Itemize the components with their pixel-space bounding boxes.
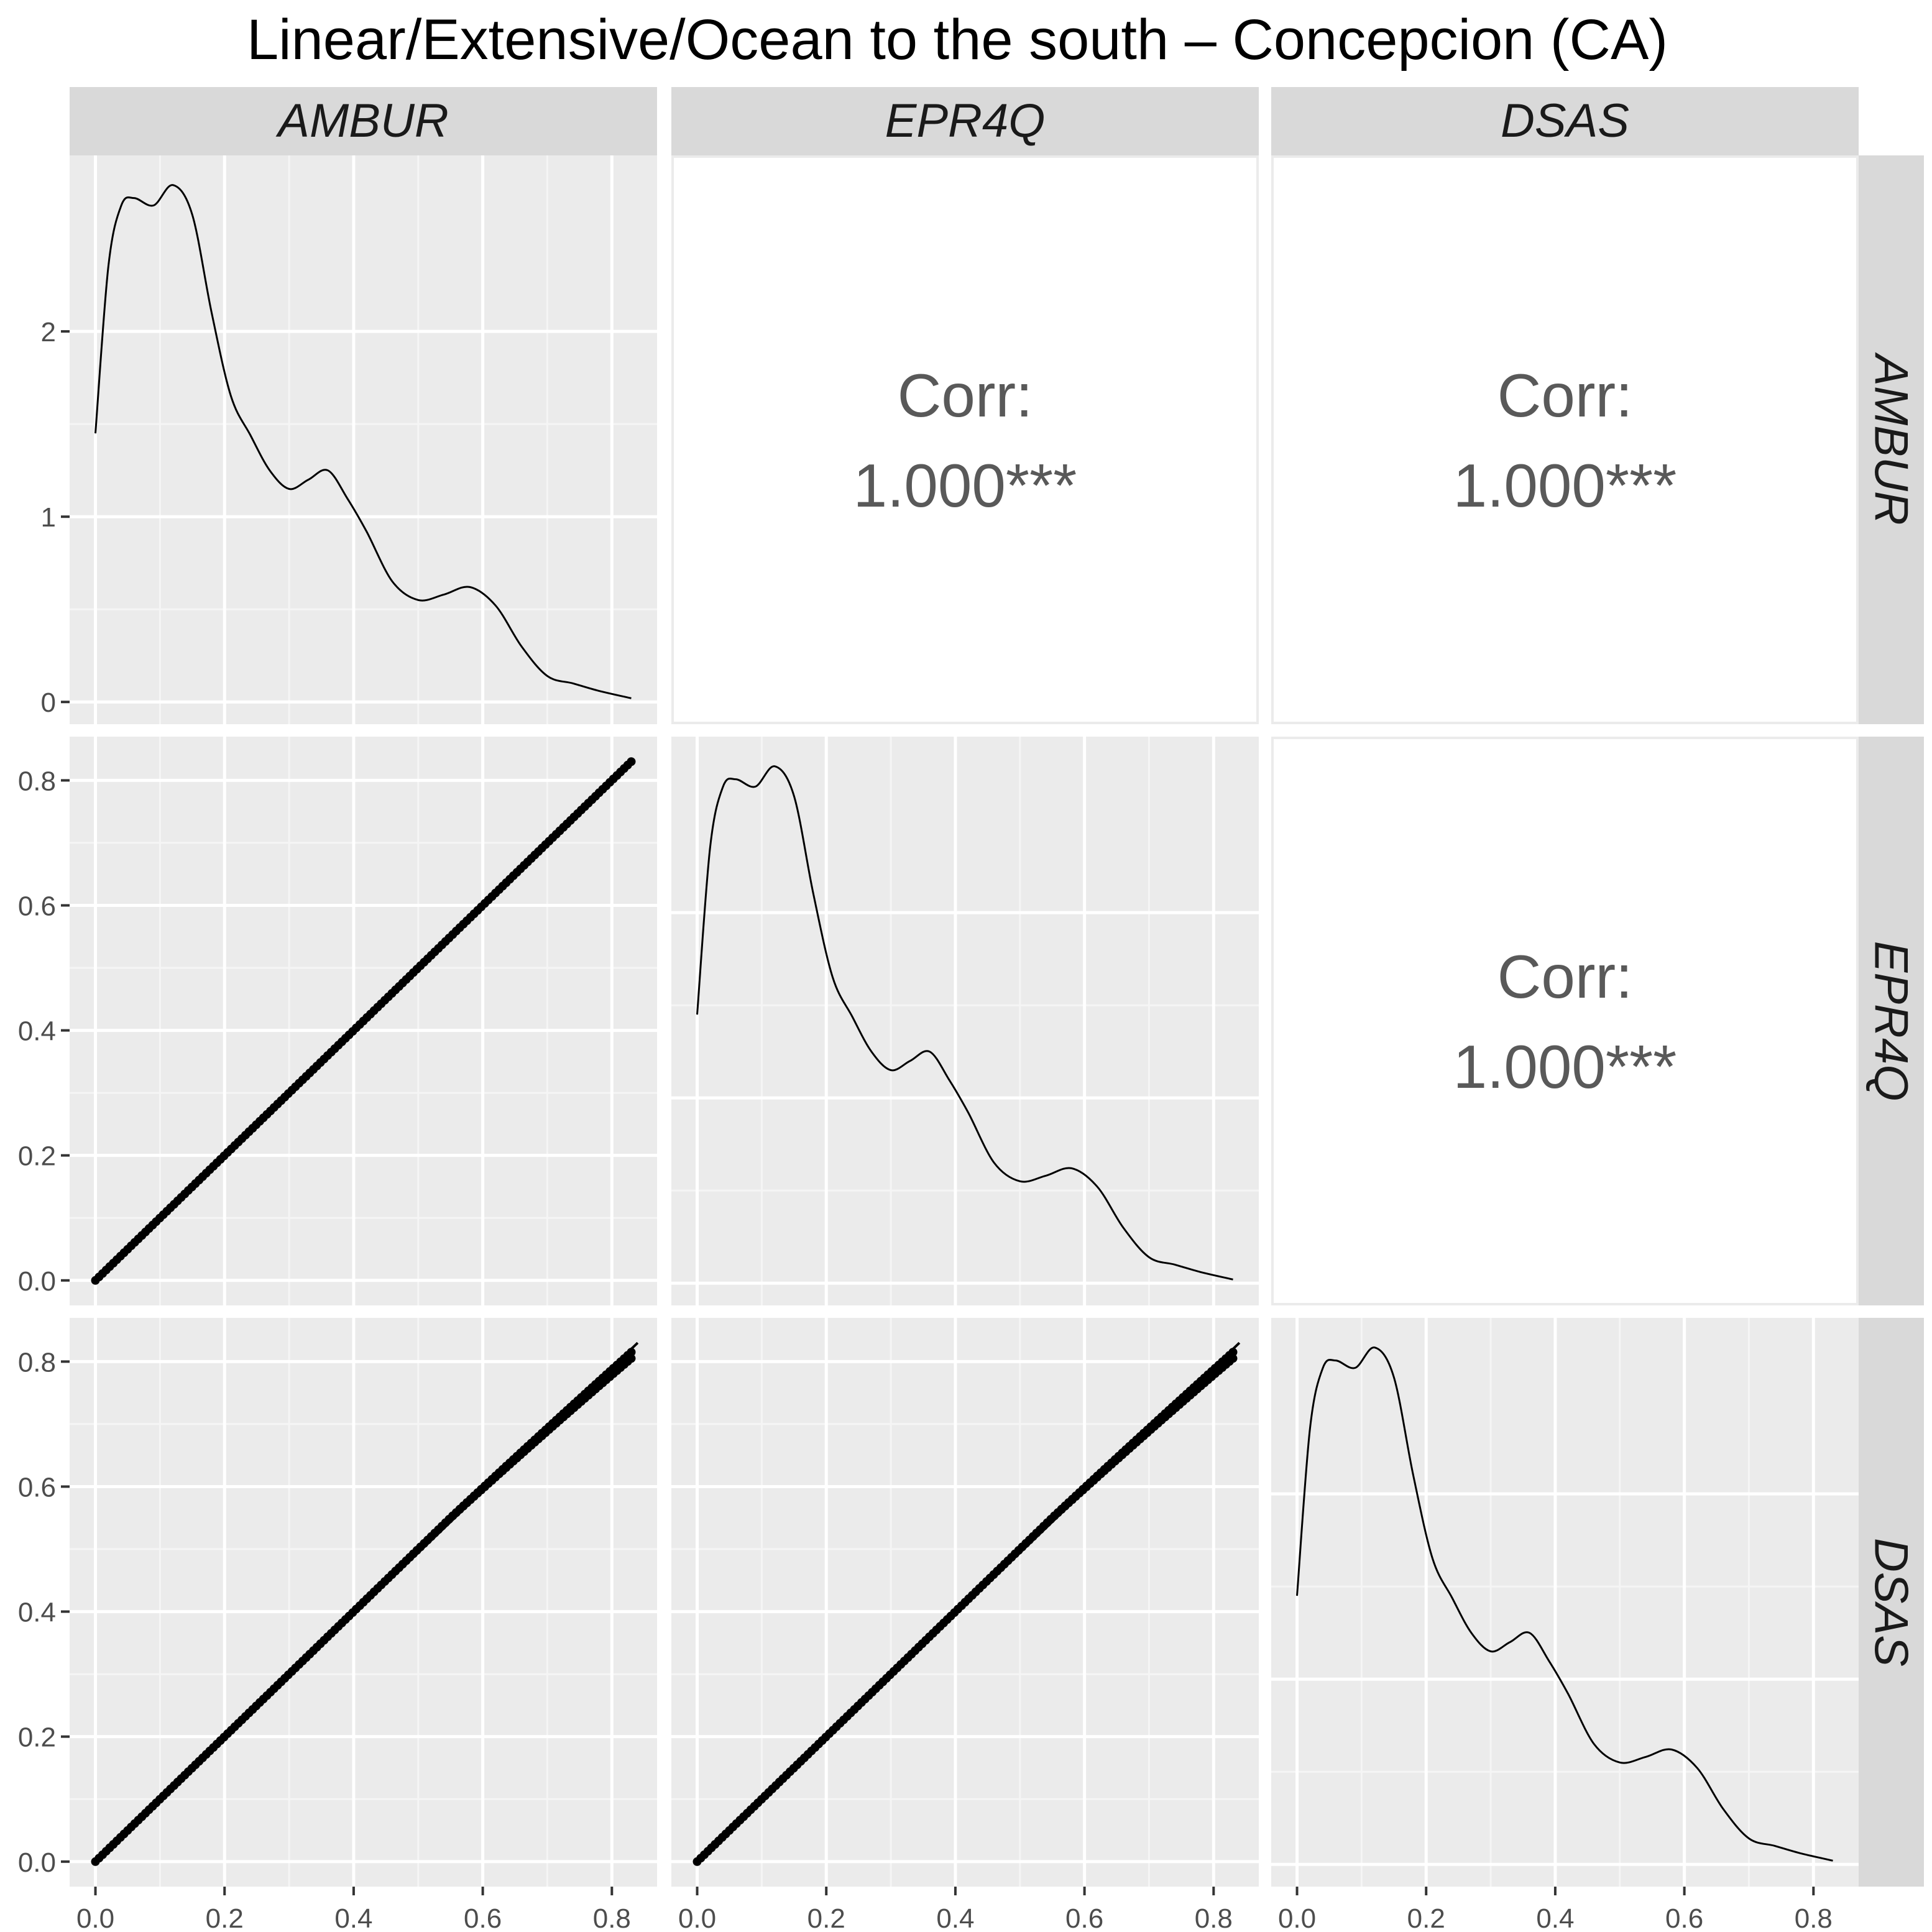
y-tick-label: 0.2 [18, 1141, 56, 1172]
x-tick-label: 0.4 [1536, 1903, 1574, 1932]
scatter-point [627, 1354, 636, 1363]
strip-label: DSAS [1865, 1538, 1918, 1667]
x-axis-col-1: 0.0 0.2 0.4 0.6 0.8 [678, 1887, 1233, 1932]
panel-r1-c1-grid [671, 737, 1259, 1305]
strip-right-epr4q: EPR4Q [1859, 737, 1924, 1305]
x-tick-label: 0.2 [807, 1903, 845, 1932]
x-tick-label: 0.0 [76, 1903, 114, 1932]
panel-r2-c0-grid [70, 1318, 657, 1887]
y-tick-label: 0.4 [18, 1598, 56, 1628]
panel-r1-c0 [70, 737, 657, 1305]
y-tick-label: 0.6 [18, 891, 56, 921]
strip-bg [1271, 87, 1859, 155]
y-tick-label: 0.0 [18, 1847, 56, 1878]
strip-bg [1859, 737, 1924, 1305]
strip-top-epr4q: EPR4Q [671, 87, 1259, 155]
x-tick-label: 0.8 [1195, 1903, 1233, 1932]
chart-title: Linear/Extensive/Ocean to the south – Co… [247, 8, 1668, 71]
strip-label: DSAS [1501, 94, 1629, 147]
y-axis-row-0: 0 1 2 [41, 317, 70, 718]
y-tick-label: 0.8 [18, 1347, 56, 1378]
scatter-point [627, 757, 636, 766]
panel-r0-c0 [70, 155, 657, 724]
x-tick-label: 0.2 [206, 1903, 244, 1932]
fit-line [696, 1341, 1241, 1863]
panel-r1-c0-grid [70, 737, 657, 1305]
x-tick-label: 0.0 [1278, 1903, 1316, 1932]
strip-top-dsas: DSAS [1271, 87, 1859, 155]
y-tick-label: 0.0 [18, 1266, 56, 1297]
panel-r2-c1 [671, 1318, 1259, 1887]
panel-r2-c1-grid [671, 1318, 1259, 1887]
y-tick-label: 0.6 [18, 1472, 56, 1502]
corr-panel-bg [671, 155, 1259, 724]
y-axis-row-2: 0.0 0.2 0.4 0.6 0.8 [18, 1347, 70, 1878]
strip-bg [1859, 155, 1924, 724]
panel-r0-c0-grid [70, 155, 657, 724]
scatter-point [1228, 1354, 1238, 1363]
corr-value: 1.000*** [1453, 1033, 1677, 1101]
corr-label: Corr: [1497, 361, 1633, 430]
scatter-points [91, 757, 636, 1285]
panel-r2-c2-grid [1271, 1318, 1859, 1887]
corr-label: Corr: [898, 361, 1033, 430]
corr-panel-bg [1271, 155, 1859, 724]
panel-r1-c2: Corr: 1.000*** [1271, 737, 1859, 1305]
corr-label: Corr: [1497, 942, 1633, 1011]
corr-panel-bg [1271, 737, 1859, 1305]
x-tick-label: 0.6 [1065, 1903, 1103, 1932]
strip-right-ambur: AMBUR [1859, 155, 1924, 724]
density-curve [1296, 1346, 1833, 1862]
x-axis-col-2: 0.0 0.2 0.4 0.6 0.8 [1278, 1887, 1833, 1932]
x-tick-label: 0.4 [334, 1903, 372, 1932]
strip-label: EPR4Q [885, 94, 1046, 147]
x-axis-col-0: 0.0 0.2 0.4 0.6 0.8 [76, 1887, 631, 1932]
panel-r2-c0 [70, 1318, 657, 1887]
strip-label: EPR4Q [1865, 941, 1918, 1102]
x-tick-label: 0.4 [936, 1903, 974, 1932]
density-curve [94, 184, 632, 699]
panel-layer: Corr: 1.000*** Corr: 1.000*** Corr: 1.000*** [70, 155, 1859, 1887]
corr-value: 1.000*** [1453, 451, 1677, 520]
panel-r0-c1: Corr: 1.000*** [671, 155, 1259, 724]
corr-value: 1.000*** [853, 451, 1077, 520]
panel-r0-c2: Corr: 1.000*** [1271, 155, 1859, 724]
strip-bg [671, 87, 1259, 155]
panel-r2-c2 [1271, 1318, 1859, 1887]
x-tick-label: 0.2 [1407, 1903, 1445, 1932]
density-curve [696, 765, 1233, 1281]
y-tick-label: 0.8 [18, 766, 56, 796]
y-tick-label: 0 [41, 688, 56, 718]
strip-label: AMBUR [275, 94, 448, 147]
x-tick-label: 0.8 [1795, 1903, 1833, 1932]
strip-top-ambur: AMBUR [70, 87, 657, 155]
fit-line [94, 1341, 639, 1863]
panel-bg [1271, 1318, 1859, 1887]
y-tick-label: 2 [41, 317, 56, 347]
strip-label: AMBUR [1865, 352, 1918, 525]
x-tick-label: 0.6 [464, 1903, 502, 1932]
y-tick-label: 1 [41, 502, 56, 533]
strip-bg [1859, 1318, 1924, 1887]
y-tick-label: 0.2 [18, 1723, 56, 1753]
y-axis-row-1: 0.0 0.2 0.4 0.6 0.8 [18, 766, 70, 1297]
x-tick-label: 0.8 [593, 1903, 631, 1932]
strip-right-dsas: DSAS [1859, 1318, 1924, 1887]
strip-layer: AMBUR EPR4Q DSAS AMBUR EPR4Q DSAS [70, 87, 1924, 1887]
y-tick-label: 0.4 [18, 1016, 56, 1047]
panel-r1-c1 [671, 737, 1259, 1305]
panel-bg [671, 737, 1259, 1305]
strip-bg [70, 87, 657, 155]
x-tick-label: 0.0 [678, 1903, 716, 1932]
x-tick-label: 0.6 [1665, 1903, 1703, 1932]
panel-bg [70, 155, 657, 724]
